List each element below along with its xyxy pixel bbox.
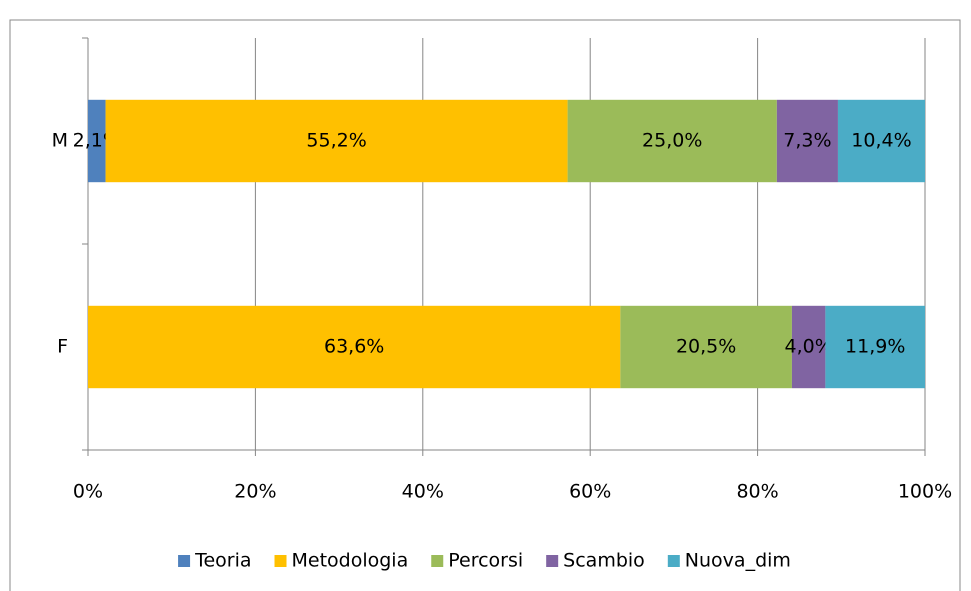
legend-swatch xyxy=(178,555,191,567)
y-tick-label: F xyxy=(57,336,68,358)
legend-label: Scambio xyxy=(563,550,645,572)
data-label: 55,2% xyxy=(306,130,366,152)
legend-swatch xyxy=(431,555,444,567)
bar-segment xyxy=(791,305,826,389)
data-label: 4,0% xyxy=(785,336,833,358)
x-tick-label: 100% xyxy=(898,481,952,503)
bar-segment xyxy=(620,305,792,389)
bar-segment xyxy=(825,305,925,389)
legend-label: Nuova_dim xyxy=(685,550,791,572)
data-label: 11,9% xyxy=(845,336,905,358)
legend-label: Teoria xyxy=(194,550,251,572)
x-tick-label: 40% xyxy=(402,481,444,503)
data-label: 63,6% xyxy=(324,336,384,358)
legend-swatch xyxy=(546,555,559,567)
data-label: 7,3% xyxy=(783,130,831,152)
bar-segment xyxy=(88,305,621,389)
legend-swatch xyxy=(667,555,680,567)
x-tick-label: 20% xyxy=(234,481,276,503)
bar-segment xyxy=(837,99,925,183)
x-tick-label: 0% xyxy=(73,481,103,503)
legend-label: Percorsi xyxy=(448,550,523,572)
bar-segment xyxy=(88,99,106,183)
bar-segment xyxy=(567,99,777,183)
bar-segment xyxy=(776,99,838,183)
legend-label: Metodologia xyxy=(292,550,409,572)
x-tick-label: 80% xyxy=(736,481,778,503)
data-label: 25,0% xyxy=(642,130,702,152)
bar-segment xyxy=(105,99,568,183)
x-tick-label: 60% xyxy=(569,481,611,503)
y-tick-label: M xyxy=(52,130,68,152)
data-label: 10,4% xyxy=(851,130,911,152)
data-label: 20,5% xyxy=(676,336,736,358)
legend-swatch xyxy=(274,555,287,567)
